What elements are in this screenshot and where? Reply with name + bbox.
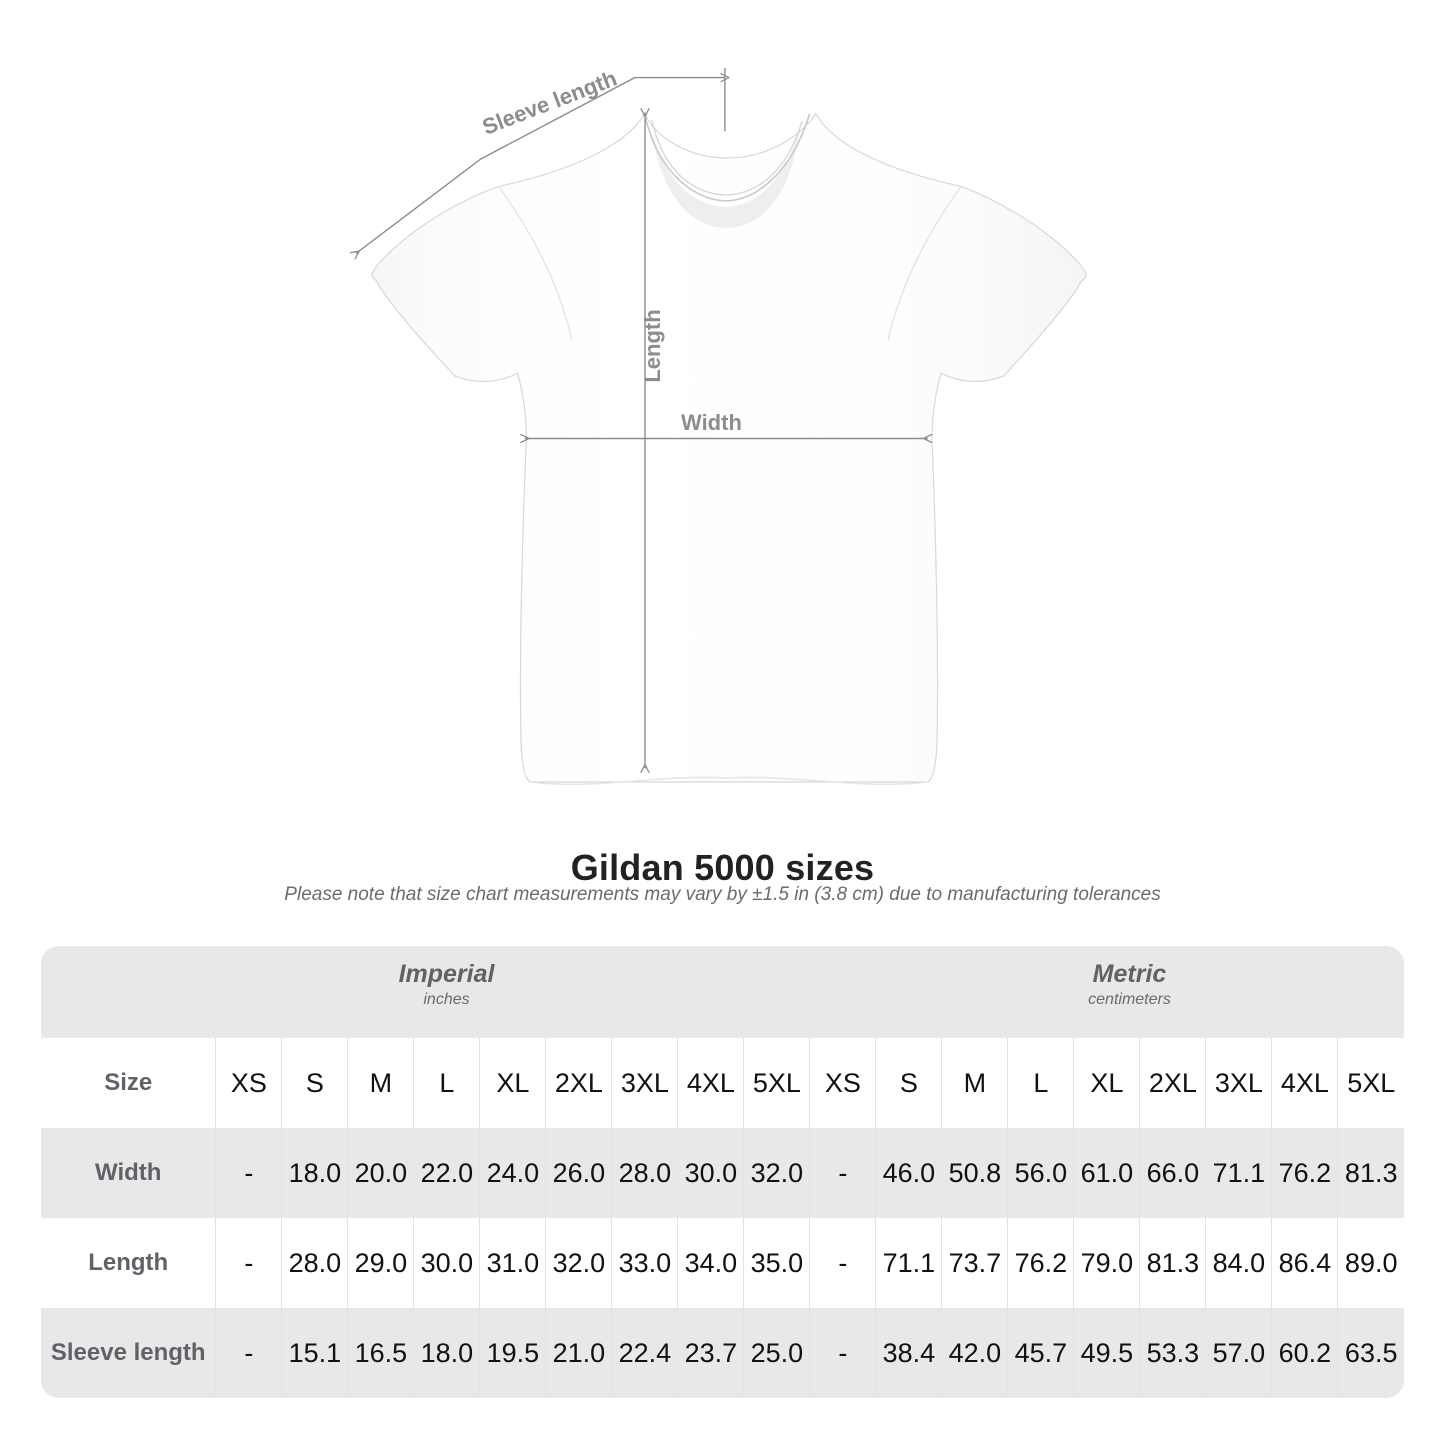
svg-text:Length: Length (640, 309, 665, 382)
svg-text:Width: Width (681, 410, 742, 435)
svg-text:Sleeve length: Sleeve length (479, 65, 620, 139)
